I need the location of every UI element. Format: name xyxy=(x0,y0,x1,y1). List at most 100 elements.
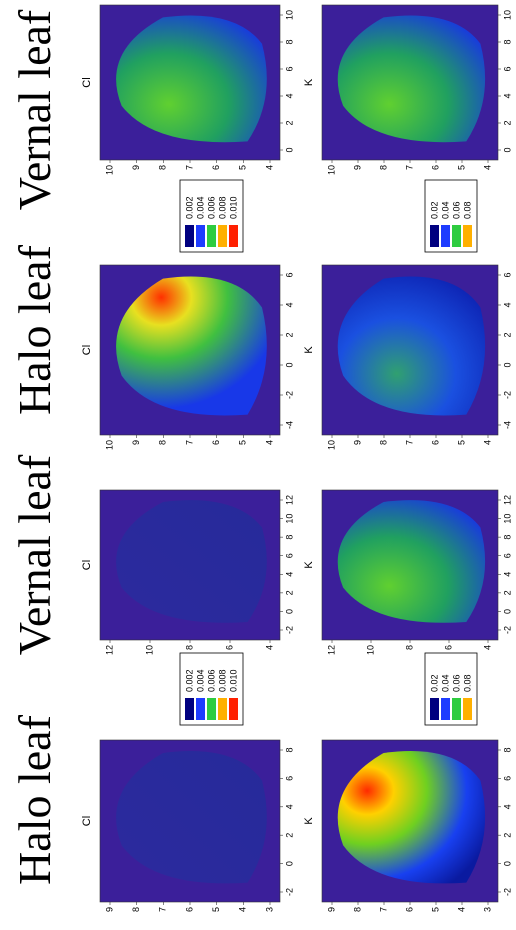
x-tick-label: 0 xyxy=(502,861,512,866)
x-tick-label: -2 xyxy=(284,391,294,399)
y-tick-label: 7 xyxy=(184,165,194,170)
panel-label: Cl xyxy=(81,77,93,87)
legend-label: 0.008 xyxy=(217,669,227,692)
x-tick-label: 2 xyxy=(502,833,512,838)
y-tick-label: 7 xyxy=(404,440,414,445)
legend-swatch xyxy=(218,225,227,247)
x-tick-label: 8 xyxy=(284,39,294,44)
legend-swatch xyxy=(452,225,461,247)
y-tick-label: 5 xyxy=(238,165,248,170)
y-tick-label: 6 xyxy=(404,907,414,912)
x-tick-label: 2 xyxy=(502,332,512,337)
legend-swatch xyxy=(185,225,194,247)
legend-swatch xyxy=(430,225,439,247)
x-tick-label: -2 xyxy=(502,888,512,896)
y-tick-label: 8 xyxy=(184,645,194,650)
y-tick-label: 10 xyxy=(144,645,154,655)
x-tick-label: 10 xyxy=(284,10,294,20)
y-tick-label: 5 xyxy=(238,440,248,445)
y-tick-label: 3 xyxy=(264,907,274,912)
y-tick-label: 8 xyxy=(378,165,388,170)
x-tick-label: 4 xyxy=(284,93,294,98)
legend-swatch xyxy=(185,698,194,720)
x-tick-label: 8 xyxy=(502,535,512,540)
legend-label: 0.06 xyxy=(451,201,461,219)
y-tick-label: 9 xyxy=(131,440,141,445)
group-title: Vernal leaf xyxy=(9,9,60,210)
x-tick-label: 10 xyxy=(284,514,294,524)
legend-swatch xyxy=(463,698,472,720)
x-tick-label: 0 xyxy=(284,362,294,367)
legend-label: 0.08 xyxy=(462,201,472,219)
y-tick-label: 10 xyxy=(326,440,336,450)
y-tick-label: 4 xyxy=(482,165,492,170)
legend-label: 0.008 xyxy=(217,196,227,219)
y-tick-label: 7 xyxy=(404,165,414,170)
y-tick-label: 6 xyxy=(184,907,194,912)
x-tick-label: 10 xyxy=(502,514,512,524)
y-tick-label: 8 xyxy=(158,440,168,445)
x-tick-label: 0 xyxy=(502,147,512,152)
x-tick-label: 6 xyxy=(284,553,294,558)
x-tick-label: -2 xyxy=(284,626,294,634)
legend-label: 0.02 xyxy=(429,674,439,692)
leaf-map xyxy=(116,500,267,623)
legend-box xyxy=(179,652,244,726)
group-title: Halo leaf xyxy=(9,244,60,415)
legend-label: 0.010 xyxy=(228,669,238,692)
x-tick-label: -2 xyxy=(502,391,512,399)
x-tick-label: 4 xyxy=(502,804,512,809)
x-tick-label: 8 xyxy=(284,535,294,540)
y-tick-label: 10 xyxy=(104,165,114,175)
legend-label: 0.04 xyxy=(440,674,450,692)
x-tick-label: -4 xyxy=(502,421,512,429)
y-tick-label: 8 xyxy=(378,440,388,445)
leaf-map xyxy=(116,15,267,143)
y-tick-label: 6 xyxy=(211,440,221,445)
y-tick-label: 9 xyxy=(104,907,114,912)
legend-label: 0.006 xyxy=(206,669,216,692)
y-tick-label: 4 xyxy=(456,907,466,912)
legend-swatch xyxy=(441,698,450,720)
legend-swatch xyxy=(229,698,238,720)
y-tick-label: 5 xyxy=(456,165,466,170)
legend-swatch xyxy=(196,225,205,247)
legend-label: 0.010 xyxy=(228,196,238,219)
y-tick-label: 9 xyxy=(352,440,362,445)
x-tick-label: 6 xyxy=(502,776,512,781)
y-tick-label: 4 xyxy=(482,645,492,650)
legend-swatch xyxy=(430,698,439,720)
x-tick-label: 4 xyxy=(284,804,294,809)
y-tick-label: 8 xyxy=(352,907,362,912)
x-tick-label: 2 xyxy=(502,120,512,125)
y-tick-label: 7 xyxy=(158,907,168,912)
y-tick-label: 4 xyxy=(264,440,274,445)
legend-swatch xyxy=(196,698,205,720)
x-tick-label: 6 xyxy=(502,66,512,71)
legend-swatch xyxy=(207,225,216,247)
y-tick-label: 9 xyxy=(326,907,336,912)
y-tick-label: 4 xyxy=(238,907,248,912)
x-tick-label: 2 xyxy=(284,120,294,125)
legend-label: 0.004 xyxy=(195,196,205,219)
y-tick-label: 4 xyxy=(482,440,492,445)
legend-label: 0.002 xyxy=(184,196,194,219)
leaf-map xyxy=(337,276,486,416)
x-tick-label: 0 xyxy=(284,609,294,614)
y-tick-label: 5 xyxy=(456,440,466,445)
y-tick-label: 9 xyxy=(131,165,141,170)
group-title: Vernal leaf xyxy=(9,454,60,655)
y-tick-label: 3 xyxy=(482,907,492,912)
legend-label: 0.004 xyxy=(195,669,205,692)
y-tick-label: 10 xyxy=(326,165,336,175)
legend-label: 0.02 xyxy=(429,201,439,219)
leaf-map xyxy=(116,276,267,416)
panel-label: Cl xyxy=(81,816,93,826)
x-tick-label: 2 xyxy=(284,590,294,595)
x-tick-label: 0 xyxy=(284,147,294,152)
x-tick-label: 6 xyxy=(284,272,294,277)
x-tick-label: 2 xyxy=(502,590,512,595)
panel-label: K xyxy=(303,561,315,569)
x-tick-label: 4 xyxy=(502,302,512,307)
y-tick-label: 8 xyxy=(404,645,414,650)
